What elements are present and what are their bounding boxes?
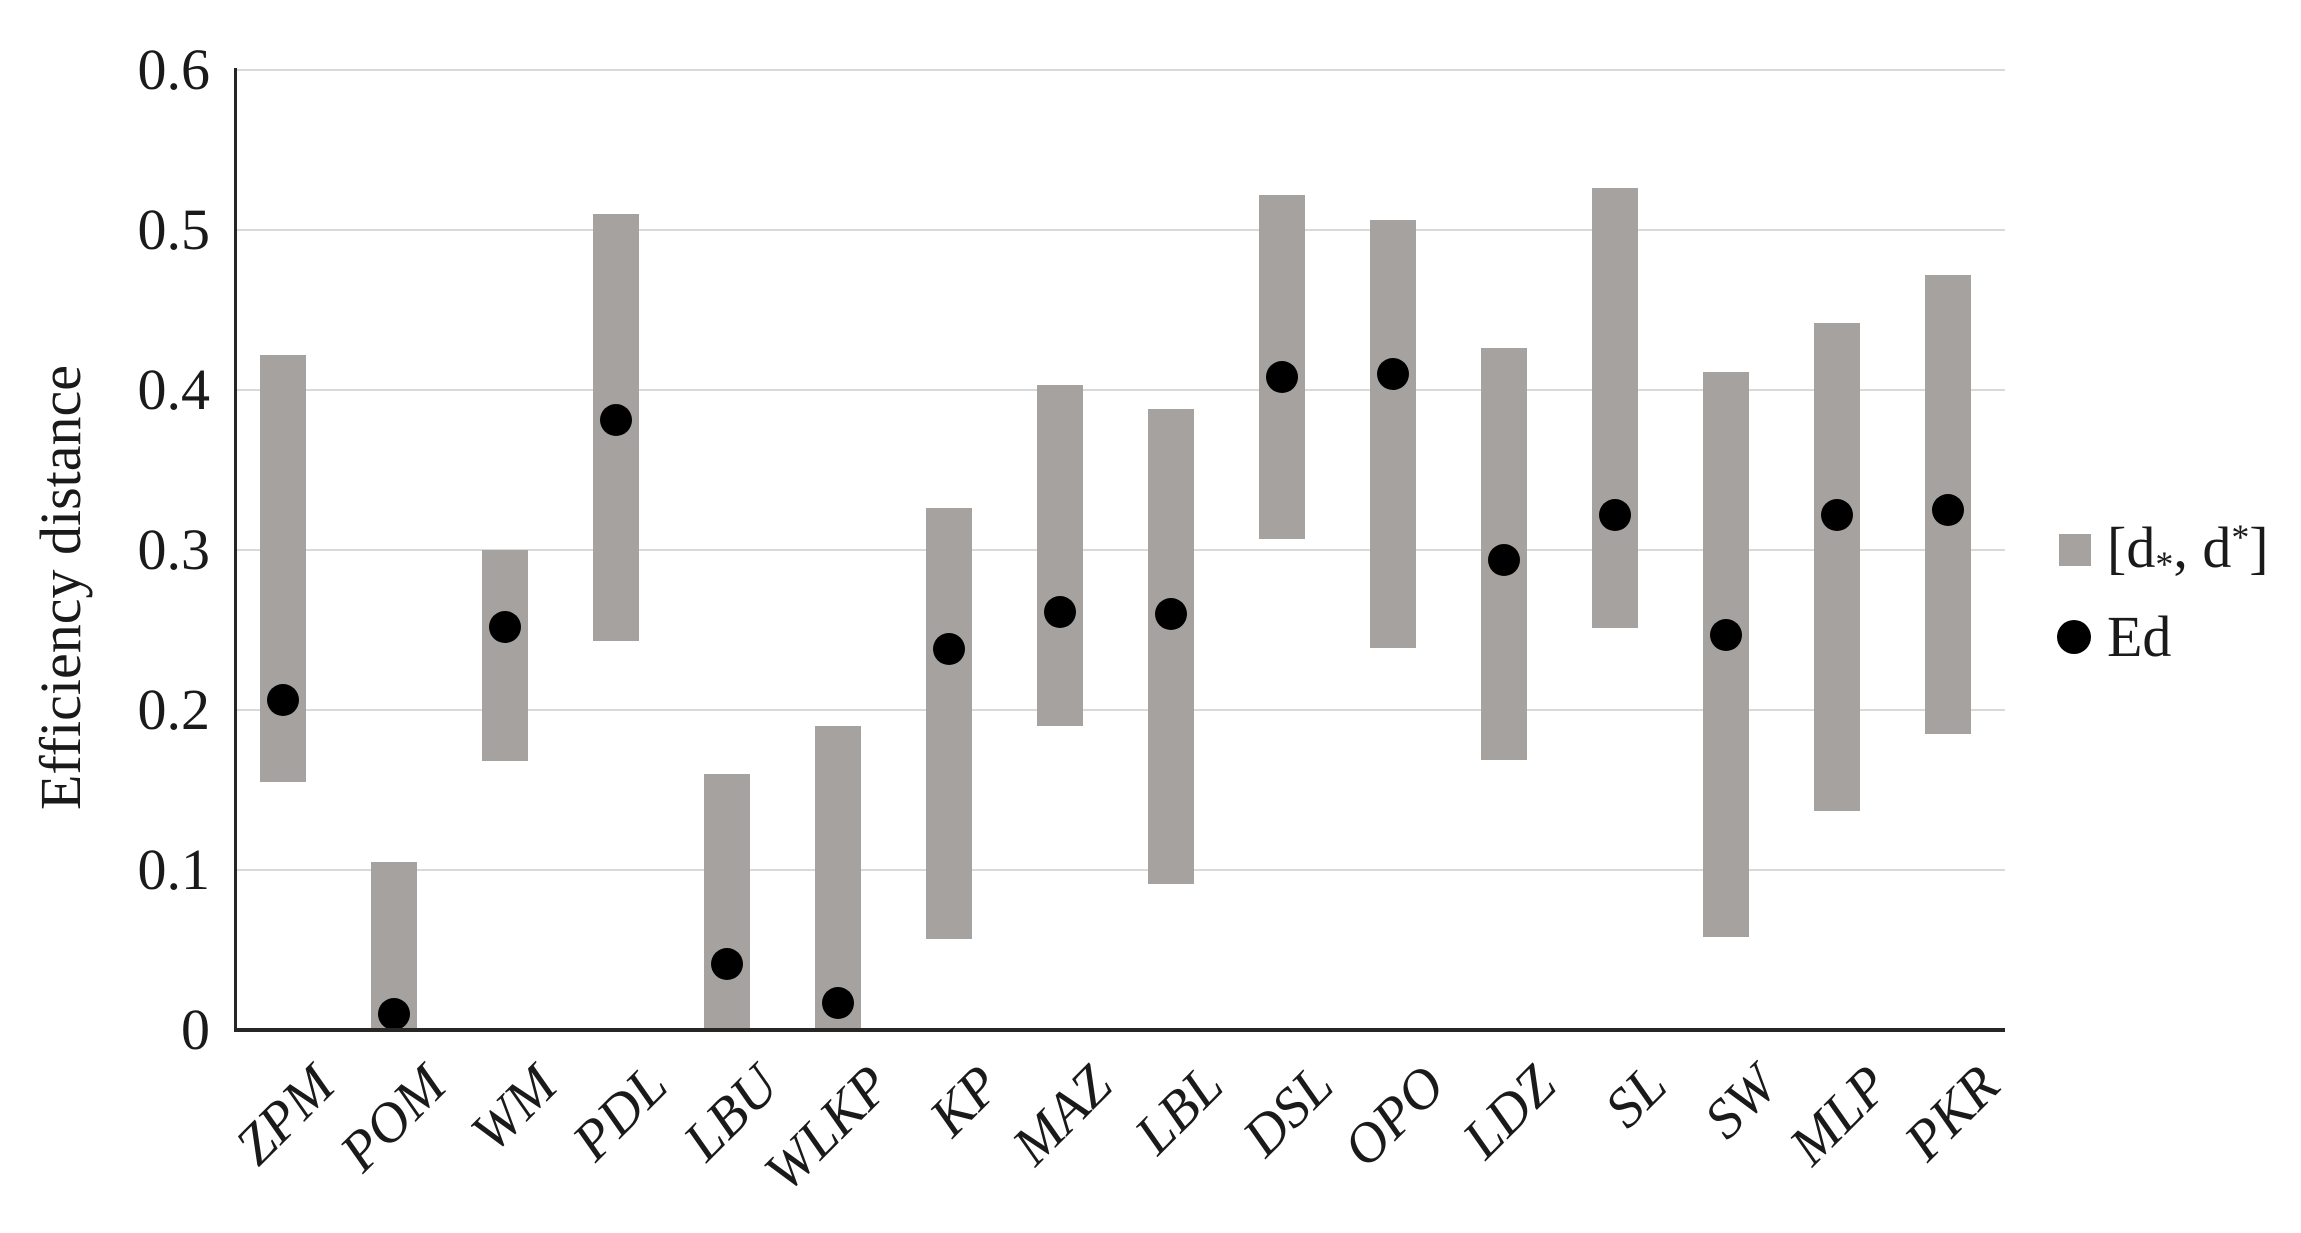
x-label-opo: OPO bbox=[1331, 1053, 1457, 1180]
ed-dot-pom bbox=[378, 998, 410, 1030]
x-label-wm: WM bbox=[458, 1053, 569, 1164]
range-bar-lbu bbox=[704, 774, 750, 1030]
ed-dot-mlp bbox=[1821, 498, 1853, 531]
x-label-sl: SL bbox=[1593, 1053, 1679, 1140]
legend-item-range: [d*, d*] bbox=[2059, 505, 2269, 596]
gridline bbox=[235, 709, 2005, 711]
x-label-zpm: ZPM bbox=[223, 1053, 347, 1177]
ed-dot-wlkp bbox=[822, 986, 854, 1019]
gridline bbox=[235, 229, 2005, 231]
ed-dot-dsl bbox=[1266, 361, 1298, 394]
x-label-wlkp: WLKP bbox=[752, 1053, 902, 1204]
x-label-pdl: PDL bbox=[561, 1053, 680, 1173]
ed-dot-wm bbox=[489, 610, 521, 643]
x-label-kp: KP bbox=[918, 1053, 1013, 1149]
ed-dot-maz bbox=[1044, 596, 1076, 629]
y-axis-line bbox=[234, 68, 237, 1032]
legend-item-ed: Ed bbox=[2057, 605, 2171, 669]
y-tick-label: 0.5 bbox=[137, 197, 211, 262]
y-tick-label: 0.6 bbox=[137, 37, 211, 102]
ed-dot-kp bbox=[933, 633, 965, 666]
gridline bbox=[235, 69, 2005, 71]
y-tick-label: 0.2 bbox=[137, 677, 211, 742]
range-bar-kp bbox=[926, 508, 972, 939]
x-label-mlp: MLP bbox=[1777, 1053, 1901, 1177]
x-label-dsl: DSL bbox=[1231, 1053, 1346, 1169]
range-bar-wm bbox=[482, 550, 528, 762]
x-label-pom: POM bbox=[328, 1053, 458, 1184]
range-bar-mlp bbox=[1814, 322, 1860, 811]
x-label-maz: MAZ bbox=[1000, 1053, 1124, 1177]
y-tick-label: 0 bbox=[181, 997, 210, 1062]
legend-ed-dot-icon bbox=[2057, 620, 2091, 654]
gridline bbox=[235, 389, 2005, 391]
range-bar-maz bbox=[1037, 385, 1083, 726]
ed-dot-sl bbox=[1599, 498, 1631, 531]
ed-dot-pdl bbox=[600, 404, 632, 437]
ed-dot-zpm bbox=[267, 684, 299, 717]
ed-dot-ldz bbox=[1488, 543, 1520, 576]
ed-dot-lbu bbox=[711, 948, 743, 981]
range-bar-zpm bbox=[260, 354, 306, 782]
y-tick-label: 0.4 bbox=[137, 357, 211, 422]
ed-dot-sw bbox=[1710, 618, 1742, 651]
gridline bbox=[235, 549, 2005, 551]
x-label-lbl: LBL bbox=[1122, 1053, 1235, 1166]
ed-dot-opo bbox=[1377, 358, 1409, 390]
range-bar-lbl bbox=[1148, 409, 1194, 885]
range-bar-opo bbox=[1370, 220, 1416, 648]
legend-range-swatch-icon bbox=[2059, 534, 2091, 567]
legend-ed-label: Ed bbox=[2107, 604, 2172, 669]
x-label-pkr: PKR bbox=[1893, 1053, 2012, 1173]
y-tick-label: 0.1 bbox=[137, 837, 211, 902]
ed-dot-lbl bbox=[1155, 598, 1187, 630]
range-bar-sw bbox=[1703, 372, 1749, 938]
x-label-sw: SW bbox=[1693, 1053, 1790, 1151]
gridline bbox=[235, 869, 2005, 871]
y-tick-label: 0.3 bbox=[137, 517, 211, 582]
x-axis-line bbox=[234, 1028, 2005, 1032]
ed-dot-pkr bbox=[1932, 494, 1964, 526]
range-bar-wlkp bbox=[815, 726, 861, 1030]
legend-range-label: [d*, d*] bbox=[2107, 514, 2269, 584]
x-label-ldz: LDZ bbox=[1451, 1053, 1568, 1171]
range-bar-sl bbox=[1592, 188, 1638, 629]
